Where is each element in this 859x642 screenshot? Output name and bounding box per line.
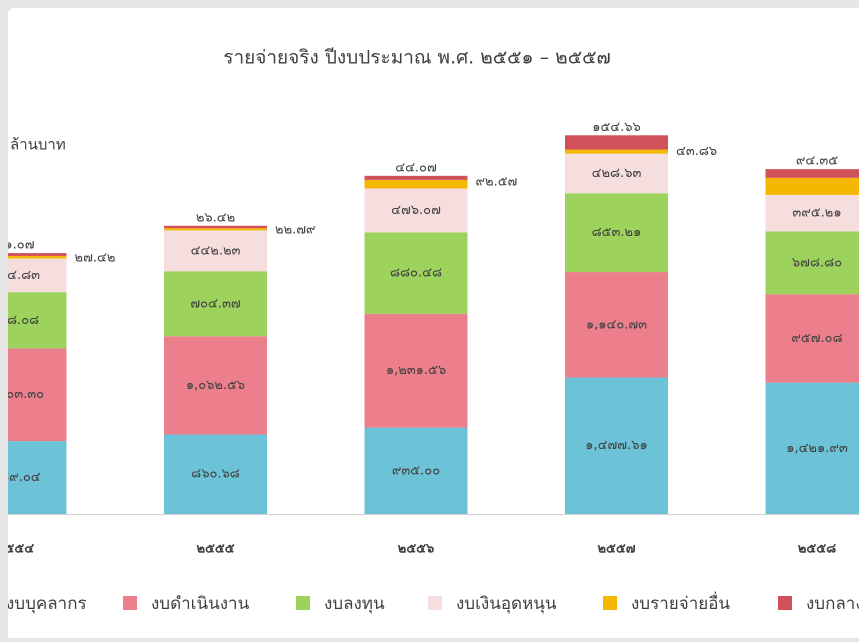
x-tick-label: ๒๕๕๖ xyxy=(398,542,435,557)
y-axis-label: ล้านบาท xyxy=(10,136,66,154)
data-label: ๘๖๐.๖๘ xyxy=(191,467,240,482)
data-label: ๔๔๒.๒๓ xyxy=(191,243,241,258)
data-label: ๖๐๘.๐๘ xyxy=(0,313,39,328)
data-label: ๖๗๘.๘๐ xyxy=(792,255,842,270)
data-label: ๒๖.๔๒ xyxy=(196,210,235,225)
data-label: ๙๔.๓๕ xyxy=(796,154,838,169)
x-tick-label: ๒๕๕๘ xyxy=(798,542,836,557)
data-label: ๘๘๐.๔๘ xyxy=(390,266,442,281)
legend-label: งบบุคลากร xyxy=(6,594,87,614)
data-label: ๑,๔๗๗.๖๑ xyxy=(585,438,647,453)
legend-label: งบเงินอุดหนุน xyxy=(456,594,557,614)
data-label: ๔๓.๘๖ xyxy=(676,144,717,159)
chart-title: รายจ่ายจริง ปีงบประมาณ พ.ศ. ๒๕๕๑ – ๒๕๕๗ xyxy=(223,47,611,69)
data-label: ๘๕๓.๒๑ xyxy=(592,225,642,240)
bar-segment xyxy=(0,253,67,256)
legend-swatch xyxy=(296,596,310,610)
data-label: ๑,๑๔๐.๗๓ xyxy=(586,317,647,332)
data-label: ๑,๒๓๑.๕๖ xyxy=(386,363,446,378)
data-label: ๑,๔๒๑.๙๓ xyxy=(786,441,848,456)
legend-swatch xyxy=(428,596,442,610)
data-label: ๔๗๖.๐๗ xyxy=(391,203,441,218)
data-label: ๗๘๙.๐๔ xyxy=(0,470,41,485)
x-tick-label: ๒๕๕๔ xyxy=(0,542,34,557)
data-label: ๑๕๔.๖๖ xyxy=(592,120,641,135)
legend-label: งบลงทุน xyxy=(324,594,385,614)
legend-swatch xyxy=(778,596,792,610)
data-label: ๓๑.๐๗ xyxy=(0,238,34,253)
x-tick-label: ๒๕๕๕ xyxy=(196,542,234,557)
bar-segment xyxy=(164,228,267,230)
bar-segment xyxy=(565,150,668,154)
bar-segment xyxy=(0,256,67,259)
data-label: ๔๔.๐๗ xyxy=(395,160,437,175)
legend-label: งบกลาง xyxy=(806,594,859,614)
legend-swatch xyxy=(603,596,617,610)
data-label: ๙๓๕.๐๐ xyxy=(392,463,440,478)
data-label: ๓๙๕.๒๑ xyxy=(792,206,841,221)
data-label: ๙๒.๕๗ xyxy=(476,174,518,189)
legend-swatch xyxy=(123,596,137,610)
data-label: ๔๒๘.๖๓ xyxy=(592,166,642,181)
data-label: ๗๐๔.๓๗ xyxy=(190,296,240,311)
bar-segment xyxy=(766,169,859,178)
bar-segment xyxy=(565,135,668,149)
data-label: ๒๗.๔๒ xyxy=(75,250,116,265)
bar-segment xyxy=(365,176,468,180)
x-tick-label: ๒๕๕๗ xyxy=(597,542,635,557)
data-label: ๑,๐๐๓.๓๐ xyxy=(0,387,44,402)
data-label: ๓๖๔.๘๓ xyxy=(0,268,40,283)
legend-label: งบดำเนินงาน xyxy=(151,594,250,614)
data-label: ๙๕๗.๐๘ xyxy=(791,331,842,346)
data-label: ๑,๐๖๒.๕๖ xyxy=(186,378,245,393)
bar-segment xyxy=(164,226,267,228)
bar-segment xyxy=(766,178,859,195)
data-label: ๒๒.๗๙ xyxy=(275,223,316,238)
legend-label: งบรายจ่ายอื่น xyxy=(631,591,730,614)
bar-segment xyxy=(365,180,468,189)
